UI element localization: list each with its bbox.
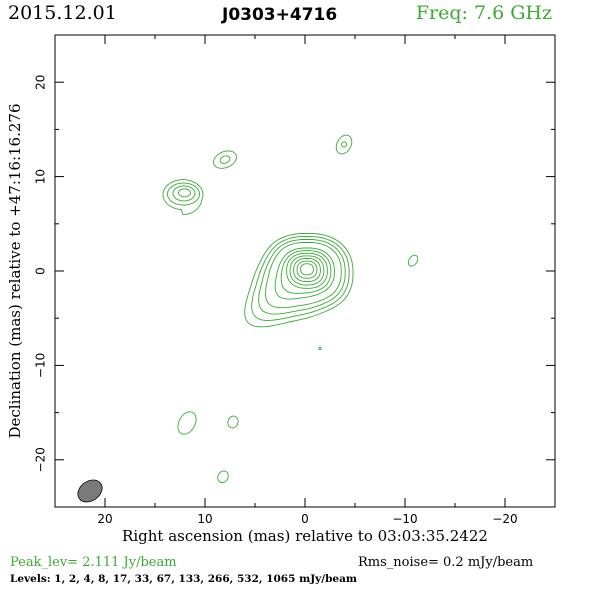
knot-ne-contour — [162, 179, 204, 216]
knot-ne-contour — [167, 182, 200, 206]
x-axis-title: Right ascension (mas) relative to 03:03:… — [122, 527, 488, 545]
core-contour — [280, 250, 332, 294]
core-contour — [265, 241, 342, 309]
core-contour — [274, 247, 335, 300]
blob-sw2-contour — [227, 415, 239, 429]
contour-levels: Levels: 1, 2, 4, 8, 17, 33, 67, 133, 266… — [10, 573, 358, 585]
x-tick-label: 0 — [301, 512, 309, 526]
frequency-label: Freq: 7.6 GHz — [415, 2, 552, 24]
y-tick-label: 20 — [34, 75, 48, 90]
x-tick-label: 10 — [197, 512, 212, 526]
beam-ellipse — [77, 479, 103, 503]
source-name: J0303+4716 — [222, 5, 338, 25]
core-contour — [296, 260, 318, 279]
y-tick-label: 0 — [34, 267, 48, 275]
knot-ne-contour — [178, 188, 191, 198]
x-tick-label: 20 — [97, 512, 112, 526]
knot-n-contour — [213, 150, 237, 169]
blob-sw3-contour — [217, 470, 229, 484]
y-tick-label: 10 — [34, 169, 48, 184]
dot-s-contour — [318, 346, 322, 351]
contour-group — [162, 134, 419, 484]
peak-level: Peak_lev= 2.111 Jy/beam — [10, 555, 177, 570]
knot-n-contour — [219, 155, 231, 164]
knot-nw-contour — [335, 134, 353, 155]
core-contour — [286, 252, 328, 289]
x-tick-label: −10 — [392, 512, 417, 526]
knot-w-contour — [407, 254, 419, 267]
plot-frame — [54, 34, 556, 508]
core-contour — [258, 238, 346, 315]
knot-ne-contour — [172, 185, 196, 202]
x-tick-label: −20 — [492, 512, 517, 526]
rms-noise: Rms_noise= 0.2 mJy/beam — [358, 555, 534, 570]
y-axis-title: Declination (mas) relative to +47:16:16.… — [6, 103, 24, 438]
core-contour — [251, 236, 350, 321]
observation-date: 2015.12.01 — [8, 2, 117, 24]
blob-sw1-contour — [177, 411, 197, 435]
core-contour — [293, 258, 321, 283]
tick-labels: 20 10 0 −10 −20 −20 −10 0 10 20 — [34, 75, 518, 526]
core-contour — [289, 255, 325, 286]
axis-ticks — [54, 34, 556, 508]
y-tick-label: −20 — [34, 447, 48, 472]
knot-nw-contour — [341, 141, 347, 148]
y-tick-label: −10 — [34, 353, 48, 378]
core-contour — [244, 233, 354, 328]
core-contour — [300, 263, 314, 276]
